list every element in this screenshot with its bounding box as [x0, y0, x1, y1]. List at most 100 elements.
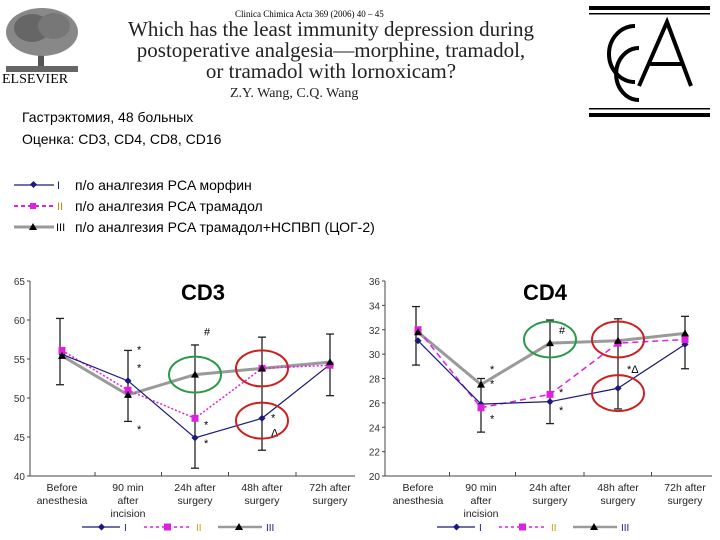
surgery-info: Гастрэктомия, 48 больных [22, 109, 194, 125]
y-tick-label: 45 [14, 433, 26, 444]
elsevier-logo [2, 6, 82, 90]
data-point-III [191, 370, 199, 378]
data-point-II [191, 414, 199, 422]
data-point-I [124, 377, 132, 385]
legend-label: п/о аналгезия PCA морфин [75, 177, 252, 193]
legend-label: III [621, 523, 629, 534]
x-tick-label-line: surgery [177, 495, 213, 507]
legend-label: п/о аналгезия PCA трамадол [75, 198, 263, 214]
x-tick-label: 48h after surgery [241, 482, 283, 507]
y-tick-label: 40 [14, 472, 26, 483]
legend-numeral: I [57, 180, 60, 192]
y-tick-label: 50 [14, 394, 26, 405]
data-point-III [477, 380, 485, 388]
data-point-II [477, 404, 485, 412]
data-point-III [326, 358, 334, 366]
x-tick-label: 24h after surgery [174, 482, 216, 507]
journal-citation: Clinica Chimica Acta 369 (2006) 40 – 45 [235, 9, 384, 19]
y-tick-label: 28 [369, 375, 381, 386]
x-tick-label-line: surgery [244, 495, 280, 507]
legend-numeral: II [57, 201, 63, 213]
significance-mark: Δ [271, 427, 279, 439]
significance-mark: *Δ [627, 364, 639, 376]
highlight-circle [235, 349, 289, 388]
x-tick-label: 24h after surgery [529, 482, 571, 507]
legend-label: I [479, 523, 482, 534]
data-point-III [546, 339, 554, 347]
legend-label: I [124, 523, 127, 534]
evaluation-info: Оценка: CD3, CD4, CD8, CD16 [22, 131, 222, 147]
y-tick-label: 20 [369, 472, 381, 483]
data-point-II [124, 386, 132, 394]
highlight-circle [591, 320, 645, 359]
y-tick-label: 26 [369, 399, 381, 410]
x-tick-label: 72h after surgery [664, 482, 706, 507]
data-point-III [124, 390, 132, 398]
y-tick-label: 32 [369, 326, 381, 337]
y-tick-label: 22 [369, 448, 381, 459]
authors: Z.Y. Wang, C.Q. Wang [230, 86, 359, 101]
highlight-circle [235, 401, 289, 440]
legend-label: III [266, 523, 274, 534]
y-tick-label: 65 [14, 277, 26, 288]
significance-mark: * [271, 413, 276, 425]
x-tick-label-line: anesthesia [37, 495, 88, 507]
data-point-I [414, 337, 422, 345]
x-tick-label-line: 90 min [465, 482, 497, 494]
significance-mark: * [559, 405, 564, 417]
x-tick-label-line: incision [110, 508, 145, 520]
significance-mark: * [137, 363, 142, 375]
x-tick-label: 90 min after incision [110, 482, 145, 520]
x-tick-label: 90 min after incision [463, 482, 498, 520]
legend-label: II [196, 523, 202, 534]
x-tick-label-line: anesthesia [393, 495, 444, 507]
legend-label: II [551, 523, 557, 534]
x-tick-label-line: surgery [600, 495, 636, 507]
x-tick-label-line: 72h after [664, 482, 706, 494]
significance-mark: # [559, 325, 566, 337]
significance-mark: * [204, 438, 209, 450]
legend-marker-II [164, 523, 171, 531]
data-point-II [546, 390, 554, 398]
x-tick-label-line: after [470, 495, 492, 507]
legend-label: п/о аналгезия PCA трамадол+НСПВП (ЦОГ-2) [75, 219, 375, 235]
legend-marker-III [235, 523, 243, 530]
x-tick-label-line: 48h after [241, 482, 283, 494]
data-point-II [681, 336, 689, 343]
y-tick-label: 55 [14, 355, 26, 366]
significance-mark: * [490, 378, 495, 390]
data-point-III [58, 351, 66, 359]
elsevier-wordmark: ELSEVIER [2, 72, 69, 87]
data-point-II [326, 361, 334, 369]
y-tick-label: 24 [369, 423, 381, 434]
legend-marker-I [97, 523, 106, 531]
data-point-II [58, 346, 66, 354]
data-point-III [414, 328, 422, 336]
significance-mark: * [490, 364, 495, 376]
x-tick-label-line: surgery [312, 495, 348, 507]
x-tick-label-line: 72h after [309, 482, 351, 494]
significance-mark: * [137, 424, 142, 436]
significance-mark: * [137, 345, 142, 357]
data-point-I [191, 434, 199, 442]
x-tick-label-line: surgery [667, 495, 703, 507]
series-line-II [61, 349, 331, 420]
data-point-I [258, 414, 266, 422]
title-line: or tramadol with lornoxicam? [205, 59, 457, 83]
x-tick-label-line: incision [463, 508, 498, 520]
legend-item-tramadol: II п/о аналгезия PCA трамадол [14, 197, 263, 215]
legend-numeral: III [56, 222, 65, 234]
x-tick-label-line: Before [403, 482, 434, 494]
y-tick-label: 30 [369, 350, 381, 361]
data-point-I [614, 384, 622, 392]
data-point-I [546, 398, 554, 406]
x-tick-label: Before anesthesia [37, 482, 88, 507]
legend-marker-I [452, 523, 461, 531]
data-point-III [614, 336, 622, 344]
x-tick-label: 72h after surgery [309, 482, 351, 507]
x-tick-label-line: 24h after [174, 482, 216, 494]
y-tick-label: 60 [14, 316, 26, 327]
data-point-III [258, 364, 266, 372]
significance-mark: # [204, 327, 211, 339]
